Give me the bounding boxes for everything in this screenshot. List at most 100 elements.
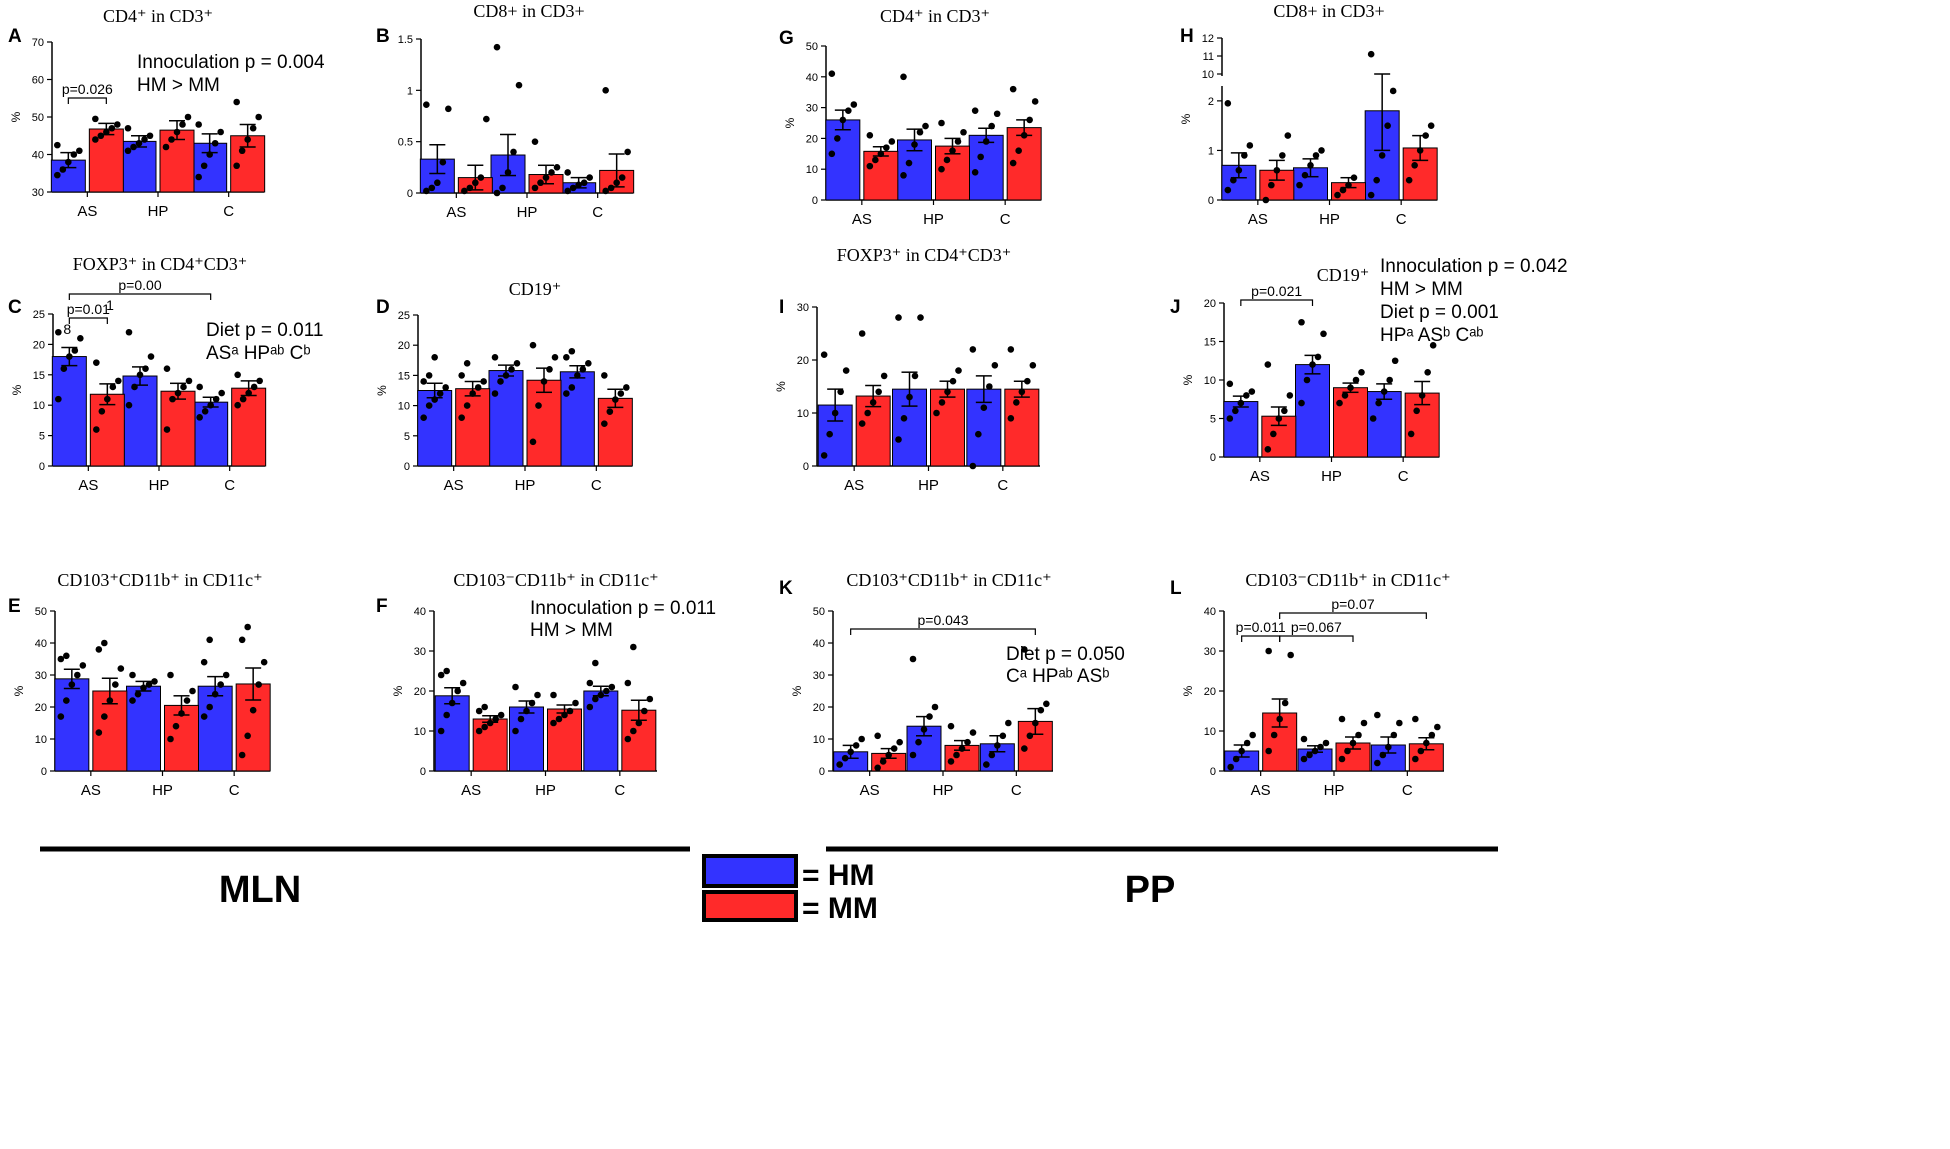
x-tick-label: HP [517, 204, 538, 221]
significance-label: p=0.01 [67, 301, 110, 317]
data-point [114, 121, 121, 128]
data-point [586, 174, 593, 181]
x-tick-label: C [1398, 468, 1409, 485]
data-point [234, 371, 241, 379]
data-point [104, 395, 111, 403]
data-point [108, 124, 116, 132]
data-point [1009, 159, 1017, 167]
footer: MLN PP = HM= MM [40, 846, 1498, 925]
data-point [896, 738, 903, 746]
data-point [244, 136, 251, 143]
data-point [1407, 430, 1415, 438]
data-point [189, 687, 196, 695]
data-point [1009, 85, 1017, 93]
significance-label: p=0.00 [118, 277, 161, 293]
chart-title-L: CD103⁻CD11b⁺ in CD11c⁺ [1245, 570, 1450, 590]
data-point [130, 143, 137, 151]
panel-letter-K: K [779, 578, 793, 599]
y-tick-label: 0 [819, 766, 825, 778]
data-point [915, 738, 922, 746]
data-point [1412, 755, 1419, 763]
data-point [1396, 719, 1403, 727]
data-point [1345, 181, 1352, 189]
data-point [1031, 98, 1039, 105]
data-point [206, 151, 213, 158]
data-point [124, 124, 132, 132]
data-point [969, 346, 977, 353]
data-point [993, 110, 1001, 118]
bar-hm-as [1221, 164, 1257, 201]
data-point [255, 681, 262, 688]
data-point [960, 128, 967, 136]
data-point [179, 121, 186, 128]
panel-E: E CD103⁺CD11b⁺ in CD11c⁺ 0 10 20 30 40 50% AS HP C [8, 570, 271, 799]
y-tick-label: 2 [1208, 96, 1214, 108]
data-point [1298, 318, 1305, 326]
data-point [602, 187, 609, 195]
data-point [112, 681, 119, 688]
data-point [563, 353, 570, 361]
panel-I: I FOXP3⁺ in CD4⁺CD3⁺ 0 10 20 30% AS HP C [774, 245, 1040, 494]
chart-title-H: CD8+ in CD3+ [1273, 1, 1384, 21]
y-tick-label: 0 [1208, 195, 1214, 207]
data-point [1262, 196, 1270, 204]
data-point [555, 715, 563, 723]
data-point [515, 81, 523, 89]
data-point [971, 168, 979, 176]
data-point [1339, 186, 1347, 194]
chart-title-C: FOXP3⁺ in CD4⁺CD3⁺ [73, 254, 248, 274]
data-point [445, 105, 452, 113]
data-point [529, 438, 537, 446]
data-point [954, 138, 962, 145]
panel-letter-F: F [376, 596, 388, 617]
data-point [1300, 735, 1308, 743]
y-tick-label: 0 [420, 766, 426, 778]
data-point [211, 139, 219, 147]
data-point [174, 389, 182, 397]
data-point [890, 745, 898, 752]
x-tick-label: AS [446, 204, 466, 221]
data-point [1344, 747, 1351, 755]
data-point [134, 690, 142, 698]
data-point [238, 751, 246, 759]
y-axis-label: % [790, 685, 804, 696]
data-point [880, 372, 888, 380]
data-point [1007, 346, 1015, 353]
y-tick-label: 0.5 [398, 137, 413, 149]
data-point [68, 681, 76, 688]
y-tick-label: 20 [1204, 298, 1216, 310]
data-point [1232, 407, 1239, 415]
chart-title-G: CD4⁺ in CD3⁺ [880, 6, 990, 26]
data-point [994, 742, 1001, 749]
y-tick-label: 0 [41, 766, 47, 778]
x-tick-label: HP [933, 782, 954, 799]
data-point [568, 384, 576, 391]
y-axis-label: % [9, 111, 23, 122]
data-point [943, 156, 951, 164]
bar-hm-c [197, 685, 233, 772]
data-point [66, 353, 73, 360]
annotation: Cᵃ HPᵃᵇ ASᵇ [1006, 666, 1109, 687]
data-point [1386, 376, 1393, 384]
data-point [630, 727, 637, 735]
y-tick-label: 1 [407, 85, 413, 97]
data-point [1301, 171, 1309, 179]
x-tick-label: AS [81, 782, 101, 799]
x-tick-label: C [614, 782, 625, 799]
data-point [1268, 181, 1275, 189]
data-point [641, 707, 648, 715]
chart-title-D: CD19⁺ [509, 279, 562, 299]
data-point [1338, 715, 1346, 723]
y-tick-label: 70 [32, 37, 44, 49]
data-point [1007, 415, 1015, 422]
data-point [909, 655, 917, 663]
y-axis-label: % [1181, 685, 1195, 696]
data-point [1336, 399, 1343, 407]
data-point [1374, 711, 1381, 719]
annotation: Diet p = 0.050 [1006, 644, 1125, 665]
bar-mm-c [231, 387, 267, 467]
panel-letter-G: G [779, 28, 794, 49]
data-point [988, 122, 995, 130]
data-point [1275, 415, 1283, 422]
bar-hm-as [1223, 401, 1259, 458]
